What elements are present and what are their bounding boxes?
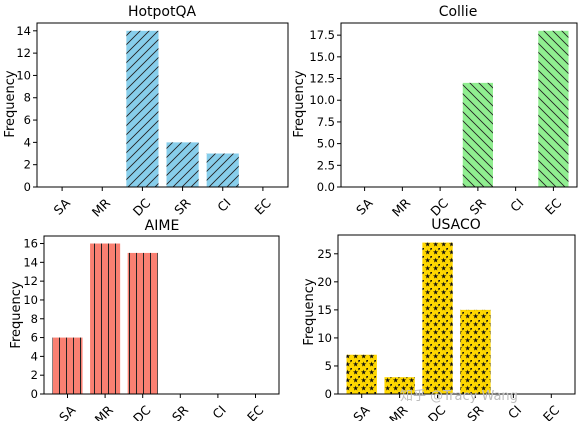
aime-chart: AIME Frequency 0 2 4 6 8 10 12 14 16 SA MR DC SR CI EC	[9, 218, 280, 421]
y-tick-label: 14	[23, 255, 38, 269]
bar-hatch	[462, 82, 493, 187]
chart-title: USACO	[431, 217, 481, 233]
y-tick-label: 0	[325, 387, 332, 401]
chart-title: AIME	[145, 218, 180, 234]
y-tick-label: 2	[24, 158, 31, 172]
y-tick-label: 12.5	[309, 72, 335, 86]
y-tick-label: 15	[317, 303, 332, 317]
y-axis-label: Frequency	[3, 70, 18, 137]
x-tick-label: EC	[540, 402, 563, 421]
x-tick-label: CI	[507, 195, 526, 214]
y-axis-label: Frequency	[9, 281, 24, 348]
y-tick-label: 10	[16, 68, 31, 82]
y-tick-label: 2	[31, 368, 38, 382]
hotpotqa-chart: HotpotQA Frequency 0 2 4 6 8 10 12 14 SA MR DC SR CI…	[3, 4, 289, 220]
plot-frame	[340, 22, 578, 188]
y-tick-label: 8	[24, 91, 31, 105]
x-tick-label: MR	[89, 195, 114, 220]
x-tick-label: DC	[427, 195, 451, 219]
x-tick-label: DC	[130, 195, 154, 219]
x-tick-label: MR	[389, 195, 414, 220]
y-tick-label: 20	[317, 275, 332, 289]
plot-frame	[43, 235, 280, 395]
y-tick-label: 8	[31, 312, 38, 326]
y-tick-label: 4	[31, 349, 38, 363]
collie-chart: Collie Frequency 0.0 2.5 5.0 7.5 10.0 12.5 15.…	[292, 4, 578, 220]
x-tick-label: EC	[244, 402, 267, 421]
x-tick-label: SA	[350, 402, 373, 421]
bar-hatch	[460, 309, 491, 394]
bar-hatch	[166, 142, 199, 187]
x-tick-label: CI	[214, 195, 233, 214]
bar-hatch	[127, 252, 158, 394]
y-tick-label: 12	[16, 46, 31, 60]
y-tick-label: 16	[23, 237, 38, 251]
y-tick-label: 5	[325, 359, 332, 373]
x-tick-label: SR	[466, 195, 489, 218]
x-tick-label: DC	[425, 402, 449, 421]
bar-hatch	[90, 243, 121, 394]
plot-frame	[36, 22, 289, 188]
y-tick-label: 5.0	[317, 137, 335, 151]
plot-frame	[337, 234, 576, 395]
bar-hatch	[346, 354, 377, 394]
y-axis-label: Frequency	[302, 278, 317, 345]
y-tick-label: 0.0	[317, 180, 335, 194]
x-tick-label: MR	[92, 402, 117, 421]
x-tick-label: SR	[171, 195, 194, 218]
y-tick-label: 14	[16, 24, 31, 38]
x-tick-label: EC	[251, 195, 274, 218]
y-tick-label: 10.0	[309, 93, 335, 107]
x-tick-label: SR	[169, 402, 192, 421]
y-tick-label: 10	[317, 331, 332, 345]
bar-hatch	[52, 337, 83, 394]
y-tick-label: 6	[31, 331, 38, 345]
bar-hatch	[538, 30, 569, 187]
y-tick-label: 15.0	[309, 50, 335, 64]
x-tick-label: SA	[56, 402, 79, 421]
y-tick-label: 7.5	[317, 115, 335, 129]
x-tick-label: CI	[209, 402, 228, 421]
y-axis-label: Frequency	[292, 70, 307, 137]
x-tick-label: DC	[130, 402, 154, 421]
x-tick-label: SA	[51, 195, 74, 218]
bar-hatch	[126, 30, 159, 187]
x-tick-label: MR	[386, 402, 411, 421]
y-tick-label: 17.5	[309, 28, 335, 42]
y-tick-label: 25	[317, 247, 332, 261]
y-tick-label: 10	[23, 293, 38, 307]
watermark: 知乎 @Tracy Wang	[400, 388, 518, 404]
y-tick-label: 2.5	[317, 158, 335, 172]
y-tick-label: 0	[24, 180, 31, 194]
y-tick-label: 6	[24, 113, 31, 127]
bar-hatch	[206, 153, 239, 187]
y-tick-label: 4	[24, 135, 31, 149]
chart-title: Collie	[439, 4, 478, 20]
x-tick-label: CI	[505, 402, 524, 421]
chart-title: HotpotQA	[128, 4, 197, 20]
bar-hatch	[422, 242, 453, 394]
y-tick-label: 12	[23, 274, 38, 288]
y-tick-label: 0	[31, 387, 38, 401]
x-tick-label: SA	[353, 195, 376, 218]
bar-hatch	[384, 377, 415, 394]
x-tick-label: EC	[542, 195, 565, 218]
x-tick-label: SR	[464, 402, 487, 421]
